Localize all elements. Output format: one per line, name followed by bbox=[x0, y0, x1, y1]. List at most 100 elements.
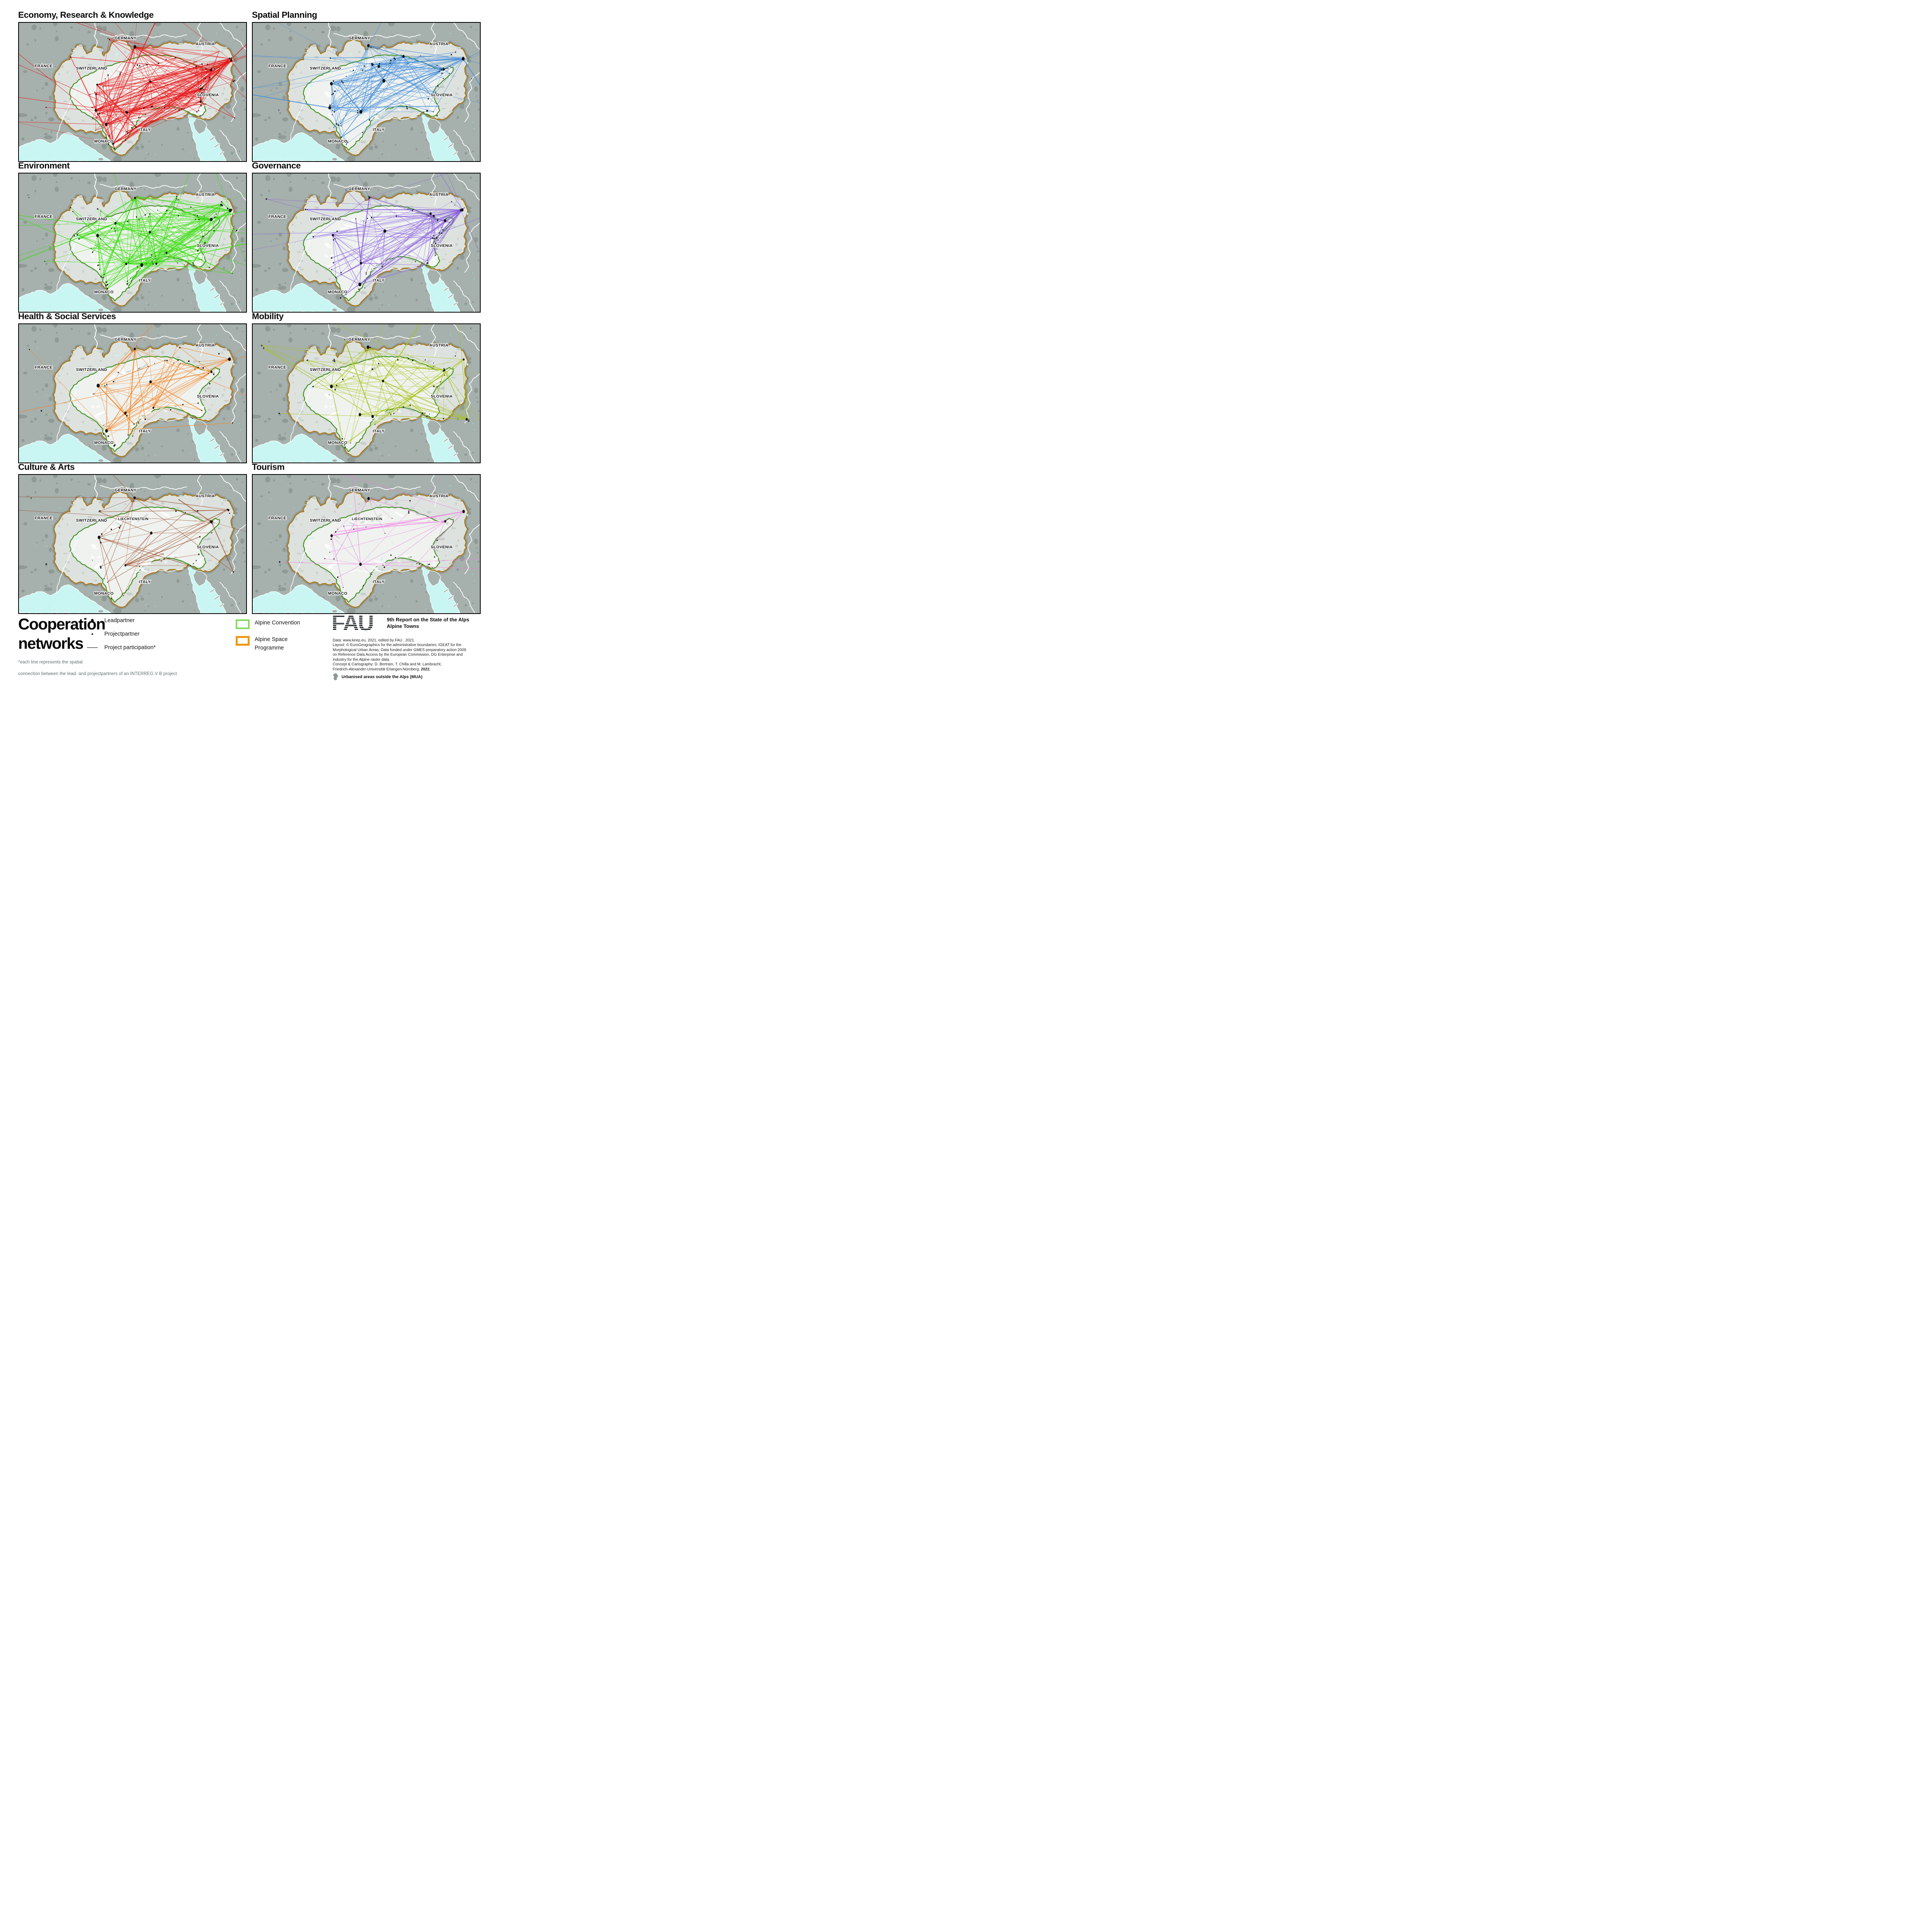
map-tourism: GERMANY AUSTRIA FRANCE SWITZERLAND SLOVENIA I… bbox=[252, 474, 481, 614]
credit-line: Layout: © EuroGeographics for the admini… bbox=[333, 643, 461, 648]
participation-label: Project participation* bbox=[104, 645, 156, 651]
alpine-space-label: Alpine Space Programme bbox=[255, 636, 287, 653]
svg-text:FRANCE: FRANCE bbox=[269, 214, 286, 219]
svg-text:SWITZERLAND: SWITZERLAND bbox=[310, 66, 341, 71]
fau-logo-text: FAU bbox=[332, 612, 373, 634]
svg-text:GERMANY: GERMANY bbox=[115, 337, 136, 342]
svg-text:SLOVENIA: SLOVENIA bbox=[197, 394, 219, 399]
svg-text:FRANCE: FRANCE bbox=[35, 365, 53, 370]
map-governance: GERMANY AUSTRIA FRANCE SWITZERLAND SLOVENIA I… bbox=[252, 173, 481, 313]
map-mobility: GERMANY AUSTRIA FRANCE SWITZERLAND SLOVENIA I… bbox=[252, 323, 481, 463]
credit-line-text: Friedrich-Alexander-Universität Erlangen… bbox=[333, 667, 420, 672]
svg-text:FRANCE: FRANCE bbox=[269, 516, 286, 520]
svg-text:GERMANY: GERMANY bbox=[115, 488, 136, 493]
credit-line: Data: www.keep.eu, 2021; edited by FAU ,… bbox=[333, 638, 415, 643]
report-title-line1: 9th Report on the State of the Alps bbox=[387, 617, 469, 622]
panel-spatial-planning: Spatial Planning GERMANY AUSTRIA FRANCE SWI… bbox=[252, 10, 481, 174]
svg-text:SWITZERLAND: SWITZERLAND bbox=[76, 518, 107, 523]
legend-leadpartner: Leadpartner bbox=[86, 617, 134, 624]
legend-projectpartner: Projectpartner bbox=[86, 631, 139, 637]
svg-text:ITALY: ITALY bbox=[373, 429, 385, 434]
panel-economy-research-knowledge: Economy, Research & Knowledge GERMANY AUS… bbox=[18, 10, 248, 174]
svg-text:MONACO: MONACO bbox=[328, 440, 347, 445]
svg-text:AUSTRIA: AUSTRIA bbox=[196, 42, 214, 46]
svg-text:AUSTRIA: AUSTRIA bbox=[429, 494, 448, 498]
svg-text:FRANCE: FRANCE bbox=[35, 516, 53, 520]
svg-text:AUSTRIA: AUSTRIA bbox=[429, 343, 448, 348]
svg-text:MONACO: MONACO bbox=[94, 591, 114, 596]
mua-label: Urbanised areas outside the Alps (MUA) bbox=[342, 674, 423, 679]
credits-block: Data: www.keep.eu, 2021; edited by FAU ,… bbox=[333, 638, 483, 672]
legend-participation: Project participation* bbox=[86, 645, 156, 651]
credit-line: Industry for the Alpine raster data. bbox=[333, 657, 390, 662]
svg-text:ITALY: ITALY bbox=[373, 278, 385, 283]
svg-text:ITALY: ITALY bbox=[139, 580, 151, 584]
panel-culture-arts: Culture & Arts GERMANY AUSTRIA FRANCE SWITZ… bbox=[18, 462, 248, 626]
credit-line: Morphological Urban Areas; Data funded u… bbox=[333, 648, 466, 652]
svg-text:SLOVENIA: SLOVENIA bbox=[431, 545, 453, 549]
report-title-line2: Alpine Towns bbox=[387, 623, 419, 629]
svg-text:GERMANY: GERMANY bbox=[115, 36, 136, 41]
svg-text:GERMANY: GERMANY bbox=[349, 337, 370, 342]
poster-title-line2: networks bbox=[18, 634, 84, 653]
credit-line: Concept & Cartography: D. Bertram, T. Ch… bbox=[333, 662, 442, 667]
alpine-space-label-line2: Programme bbox=[255, 645, 284, 651]
panel-title: Health & Social Services bbox=[18, 311, 116, 321]
credit-line: Friedrich-Alexander-Universität Erlangen… bbox=[333, 667, 483, 672]
svg-text:SLOVENIA: SLOVENIA bbox=[197, 545, 219, 549]
poster-title: Cooperation networks bbox=[18, 614, 105, 653]
svg-text:ITALY: ITALY bbox=[373, 580, 385, 584]
poster: Economy, Research & Knowledge GERMANY AUS… bbox=[0, 0, 492, 682]
panel-mobility: Mobility GERMANY AUSTRIA FRANCE SWITZERLAND… bbox=[252, 311, 481, 476]
panel-tourism: Tourism GERMANY AUSTRIA FRANCE SWITZERLAND S… bbox=[252, 462, 481, 626]
footnote-line2: connection between the lead- and project… bbox=[18, 672, 177, 676]
mua-legend: Urbanised areas outside the Alps (MUA) bbox=[333, 673, 422, 680]
svg-text:ITALY: ITALY bbox=[139, 429, 151, 434]
svg-text:SLOVENIA: SLOVENIA bbox=[431, 93, 453, 97]
svg-text:SWITZERLAND: SWITZERLAND bbox=[310, 217, 341, 221]
participation-line-icon bbox=[86, 646, 99, 650]
svg-text:GERMANY: GERMANY bbox=[349, 187, 370, 191]
svg-text:SLOVENIA: SLOVENIA bbox=[197, 243, 219, 248]
panel-health-social-services: Health & Social Services GERMANY AUSTRIA F… bbox=[18, 311, 248, 476]
fau-logo: FAU bbox=[332, 611, 383, 636]
svg-text:ITALY: ITALY bbox=[139, 278, 151, 283]
panel-title: Tourism bbox=[252, 462, 285, 472]
poster-title-line1: Cooperation bbox=[18, 615, 105, 633]
svg-text:LIECHTENSTEIN: LIECHTENSTEIN bbox=[352, 517, 382, 521]
svg-text:MONACO: MONACO bbox=[94, 290, 114, 294]
mua-area-icon bbox=[333, 673, 338, 680]
svg-text:AUSTRIA: AUSTRIA bbox=[429, 192, 448, 197]
svg-text:FRANCE: FRANCE bbox=[35, 214, 53, 219]
svg-text:SWITZERLAND: SWITZERLAND bbox=[76, 367, 107, 372]
svg-text:MONACO: MONACO bbox=[328, 290, 347, 294]
svg-text:FRANCE: FRANCE bbox=[269, 365, 286, 370]
svg-text:FRANCE: FRANCE bbox=[35, 64, 53, 68]
svg-text:ITALY: ITALY bbox=[373, 128, 385, 132]
svg-text:GERMANY: GERMANY bbox=[349, 488, 370, 493]
panel-title: Environment bbox=[18, 161, 70, 170]
svg-text:SWITZERLAND: SWITZERLAND bbox=[310, 518, 341, 523]
alpine-space-box-icon bbox=[236, 636, 250, 646]
alpine-convention-label: Alpine Convention bbox=[255, 620, 300, 626]
svg-text:SWITZERLAND: SWITZERLAND bbox=[76, 66, 107, 71]
svg-text:SLOVENIA: SLOVENIA bbox=[197, 93, 219, 97]
svg-text:AUSTRIA: AUSTRIA bbox=[429, 42, 448, 46]
map-economy: GERMANY AUSTRIA FRANCE SWITZERLAND SLOVENIA I… bbox=[18, 22, 247, 162]
svg-text:GERMANY: GERMANY bbox=[349, 36, 370, 41]
panel-environment: Environment GERMANY AUSTRIA FRANCE SWITZERL… bbox=[18, 161, 248, 325]
alpine-space-label-line1: Alpine Space bbox=[255, 636, 288, 643]
svg-text:AUSTRIA: AUSTRIA bbox=[196, 494, 214, 498]
credit-line: on Reference Data Access by the European… bbox=[333, 653, 463, 657]
svg-text:LIECHTENSTEIN: LIECHTENSTEIN bbox=[118, 517, 148, 521]
map-culture: GERMANY AUSTRIA FRANCE SWITZERLAND SLOVENIA I… bbox=[18, 474, 247, 614]
svg-text:SWITZERLAND: SWITZERLAND bbox=[76, 217, 107, 221]
svg-text:MONACO: MONACO bbox=[328, 591, 347, 596]
svg-text:FRANCE: FRANCE bbox=[269, 64, 286, 68]
leadpartner-label: Leadpartner bbox=[104, 617, 135, 624]
projectpartner-label: Projectpartner bbox=[104, 631, 140, 637]
panel-title: Mobility bbox=[252, 311, 284, 321]
svg-text:MONACO: MONACO bbox=[328, 139, 347, 144]
panel-title: Spatial Planning bbox=[252, 10, 317, 20]
svg-text:SLOVENIA: SLOVENIA bbox=[431, 243, 453, 248]
